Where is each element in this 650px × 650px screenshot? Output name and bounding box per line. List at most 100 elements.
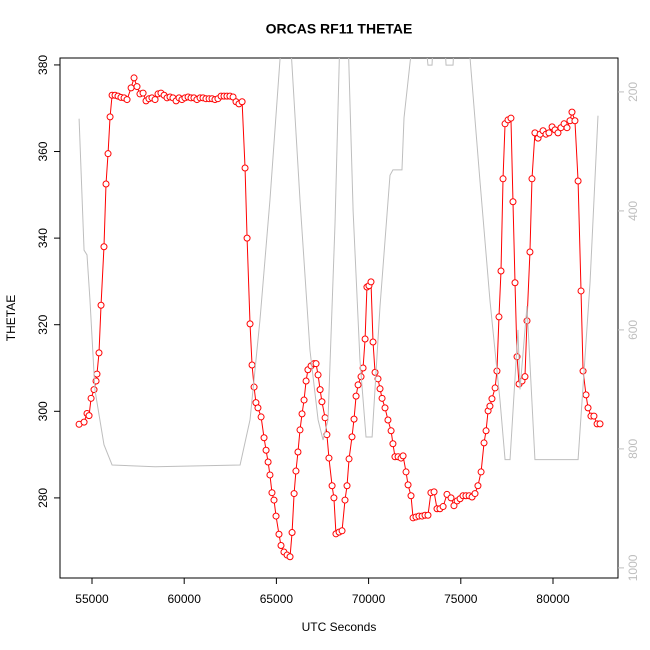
data-point xyxy=(371,368,379,376)
y2-tick-label: 400 xyxy=(626,201,640,221)
data-point xyxy=(590,412,598,420)
data-point xyxy=(243,234,251,242)
data-point xyxy=(90,386,98,394)
data-point xyxy=(95,349,103,357)
data-point xyxy=(298,410,306,418)
data-point xyxy=(571,117,579,125)
data-point xyxy=(359,364,367,372)
data-point xyxy=(325,454,333,462)
data-point xyxy=(292,467,300,475)
data-point xyxy=(300,396,308,404)
chart-title: ORCAS RF11 THETAE xyxy=(266,21,413,37)
data-point xyxy=(507,114,515,122)
data-point xyxy=(582,391,590,399)
data-point xyxy=(264,458,272,466)
data-point xyxy=(480,439,488,447)
data-point xyxy=(102,180,110,188)
data-point xyxy=(127,84,135,92)
data-point xyxy=(341,496,349,504)
data-point xyxy=(314,371,322,379)
data-point xyxy=(290,490,298,498)
data-point xyxy=(330,494,338,502)
data-point xyxy=(404,481,412,489)
data-point xyxy=(302,377,310,385)
data-point xyxy=(471,490,479,498)
data-point xyxy=(87,394,95,402)
y-tick-label: 300 xyxy=(36,401,50,421)
data-point xyxy=(352,392,360,400)
data-point xyxy=(482,427,490,435)
data-point xyxy=(288,529,296,537)
data-point xyxy=(491,384,499,392)
x-tick-label: 55000 xyxy=(75,592,109,606)
data-point xyxy=(321,414,329,422)
y-tick-label: 340 xyxy=(36,228,50,248)
data-point xyxy=(486,402,494,410)
data-point xyxy=(106,113,114,121)
x-tick-label: 65000 xyxy=(260,592,294,606)
data-point xyxy=(241,164,249,172)
data-point xyxy=(545,129,553,137)
data-point xyxy=(350,415,358,423)
y-tick-label: 280 xyxy=(36,488,50,508)
data-point xyxy=(123,96,131,104)
data-point xyxy=(338,527,346,535)
data-point xyxy=(246,320,254,328)
data-point xyxy=(574,177,582,185)
data-point xyxy=(275,530,283,538)
data-point xyxy=(596,420,604,428)
data-point xyxy=(376,385,384,393)
data-point xyxy=(268,489,276,497)
data-point xyxy=(262,446,270,454)
data-point xyxy=(523,317,531,325)
data-point xyxy=(250,383,258,391)
data-point xyxy=(312,360,320,368)
data-point xyxy=(139,89,147,97)
data-point xyxy=(361,335,369,343)
data-point xyxy=(270,496,278,504)
data-point xyxy=(348,433,356,441)
data-point xyxy=(316,386,324,394)
data-point xyxy=(563,124,571,132)
data-point xyxy=(378,394,386,402)
plot-area xyxy=(75,58,604,561)
data-point xyxy=(369,338,377,346)
data-point xyxy=(257,413,265,421)
data-point xyxy=(430,488,438,496)
data-point xyxy=(577,287,585,295)
data-point xyxy=(80,418,88,426)
data-point xyxy=(318,398,326,406)
x-tick-label: 60000 xyxy=(168,592,202,606)
data-point xyxy=(439,503,447,511)
data-point xyxy=(399,452,407,460)
y-tick-label: 380 xyxy=(36,55,50,75)
y2-tick-label: 1000 xyxy=(626,554,640,581)
y2-tick-label: 600 xyxy=(626,320,640,340)
y2-tick-label: 800 xyxy=(626,439,640,459)
data-point xyxy=(272,512,280,520)
data-point xyxy=(93,370,101,378)
data-point xyxy=(133,83,141,91)
data-point xyxy=(151,96,159,104)
data-point xyxy=(495,313,503,321)
data-point xyxy=(584,404,592,412)
data-point xyxy=(407,492,415,500)
data-point xyxy=(402,468,410,476)
data-point xyxy=(526,248,534,256)
x-tick-label: 75000 xyxy=(444,592,478,606)
data-point xyxy=(499,175,507,183)
y-axis-label: THETAE xyxy=(4,295,18,341)
series-line xyxy=(78,58,599,468)
data-point xyxy=(381,404,389,412)
data-point xyxy=(509,198,517,206)
data-point xyxy=(568,108,576,116)
data-point xyxy=(474,482,482,490)
data-point xyxy=(447,494,455,502)
data-point xyxy=(286,553,294,561)
x-tick-label: 80000 xyxy=(536,592,570,606)
data-point xyxy=(579,367,587,375)
data-point xyxy=(497,267,505,275)
data-point xyxy=(511,279,519,287)
